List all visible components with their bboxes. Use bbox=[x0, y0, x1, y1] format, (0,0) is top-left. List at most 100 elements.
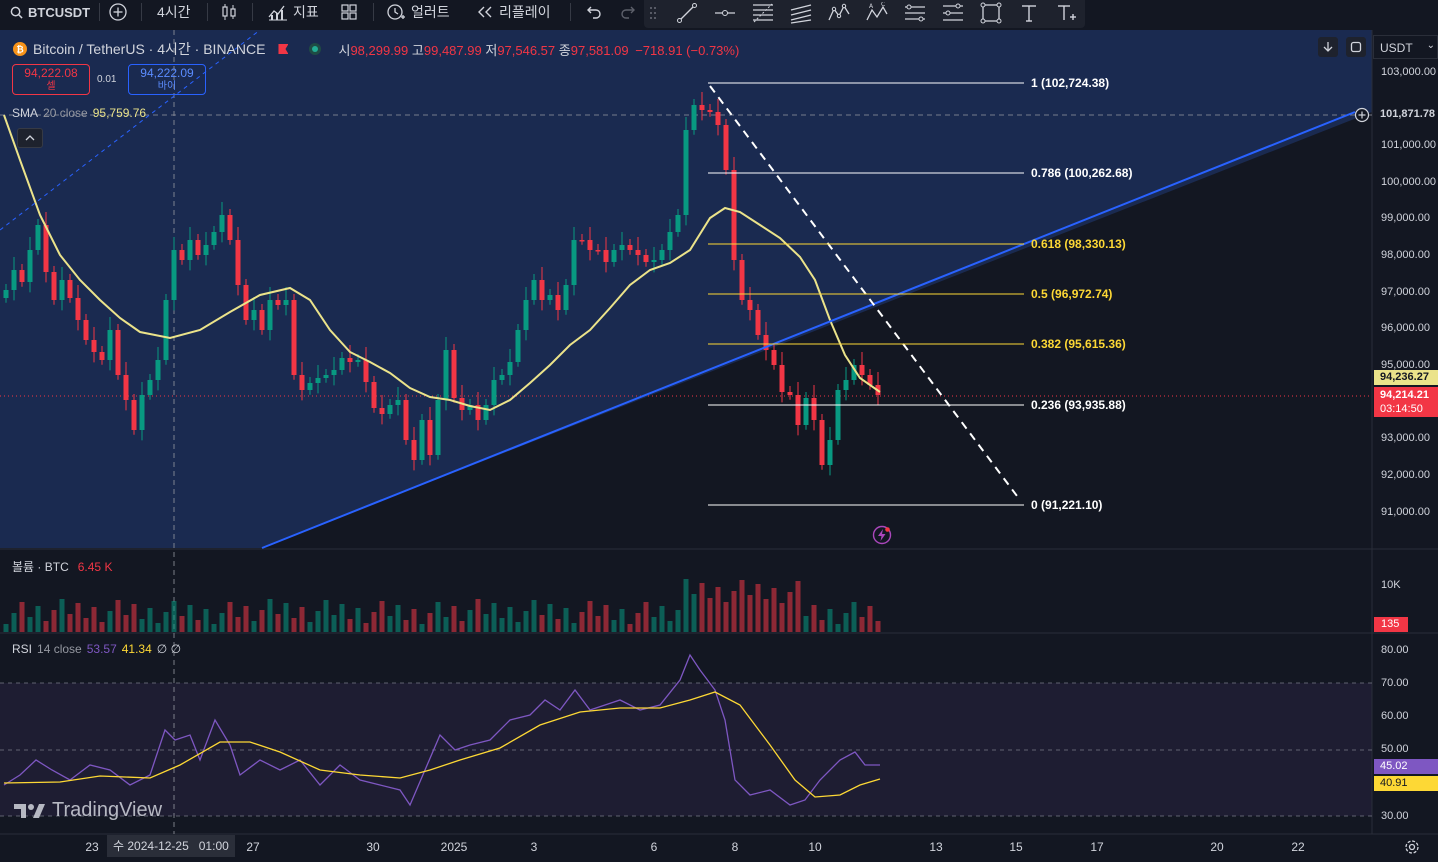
time-axis-label: 20 bbox=[1210, 840, 1224, 854]
redo-button[interactable] bbox=[620, 0, 638, 24]
candle-body bbox=[611, 250, 617, 262]
buy-button[interactable]: 94,222.09 바이 bbox=[128, 64, 206, 95]
drag-handle[interactable] bbox=[646, 2, 660, 24]
chart-type-button[interactable] bbox=[220, 0, 238, 24]
fib-price: 100,262.68 bbox=[1068, 166, 1129, 180]
price-axis-label: 92,000.00 bbox=[1381, 469, 1430, 481]
rectangle-tool[interactable] bbox=[978, 2, 1004, 24]
candle-body bbox=[683, 130, 689, 215]
open-value: 98,299.99 bbox=[350, 42, 409, 58]
time-axis-label: 27 bbox=[246, 840, 260, 854]
rectangle-icon bbox=[980, 2, 1002, 24]
volume-bar bbox=[379, 601, 385, 632]
gann-tool[interactable] bbox=[940, 2, 966, 24]
price-axis-label: 95,000.00 bbox=[1381, 359, 1430, 371]
time-axis-label: 2025 bbox=[440, 840, 468, 854]
volume-tag: 135 bbox=[1374, 617, 1408, 632]
events-button[interactable] bbox=[872, 525, 892, 545]
volume-bar bbox=[155, 623, 161, 632]
time-axis-label: 17 bbox=[1090, 840, 1104, 854]
collapse-legend-button[interactable] bbox=[17, 128, 43, 148]
rsi-tag: 45.02 bbox=[1374, 759, 1438, 774]
add-alert-button[interactable] bbox=[1352, 105, 1372, 125]
replay-button[interactable]: 리플레이 bbox=[476, 0, 551, 24]
undo-icon bbox=[587, 6, 601, 19]
undo-button[interactable] bbox=[584, 0, 602, 24]
fib-price: 91,221.10 bbox=[1045, 498, 1099, 512]
time-axis-label: 6 bbox=[650, 840, 658, 854]
refresh-icon bbox=[1350, 41, 1362, 53]
volume-bar bbox=[739, 580, 745, 632]
sma-legend[interactable]: SMA 20 close 95,759.76 bbox=[12, 106, 146, 120]
candle-body bbox=[147, 380, 153, 395]
svg-text:₿: ₿ bbox=[16, 45, 23, 56]
symbol-search-button[interactable]: BTCUSDT bbox=[10, 0, 90, 24]
volume-bar bbox=[603, 605, 609, 632]
volume-bar bbox=[51, 610, 57, 632]
pitchfork-tool[interactable] bbox=[788, 2, 814, 24]
volume-bar bbox=[91, 607, 97, 632]
flag-icon[interactable] bbox=[278, 44, 289, 54]
candle-body bbox=[779, 365, 785, 392]
candle-body bbox=[251, 310, 257, 320]
alert-button[interactable]: 얼러트 bbox=[386, 0, 450, 24]
candle-body bbox=[451, 350, 457, 398]
compare-button[interactable] bbox=[108, 0, 128, 24]
volume-bar bbox=[651, 617, 657, 632]
horizontal-ray-tool[interactable] bbox=[712, 2, 738, 24]
indicators-button[interactable]: 지표 bbox=[268, 0, 319, 24]
channel-icon bbox=[790, 4, 812, 24]
plus-circle-icon bbox=[1354, 107, 1370, 123]
candle-body bbox=[507, 362, 513, 375]
volume-bar bbox=[691, 594, 697, 632]
currency-selector[interactable]: USDT ⌄ bbox=[1373, 35, 1438, 59]
rsi-legend[interactable]: RSI 14 close 53.57 41.34 ∅ ∅ bbox=[12, 642, 181, 656]
price-label-tool[interactable] bbox=[1054, 2, 1080, 24]
volume-bar bbox=[507, 607, 513, 632]
candle-body bbox=[651, 260, 657, 262]
rsi-ma-value: 41.34 bbox=[121, 642, 152, 656]
volume-bar bbox=[323, 600, 329, 632]
trend-line-tool[interactable] bbox=[674, 2, 700, 24]
interval-button[interactable]: 4시간 bbox=[157, 0, 191, 24]
pattern-tool[interactable] bbox=[826, 2, 852, 24]
candle-body bbox=[139, 395, 145, 430]
fib-ratio: 0.786 bbox=[1031, 166, 1062, 180]
gear-icon bbox=[1405, 840, 1419, 854]
sell-button[interactable]: 94,222.08 셀 bbox=[12, 64, 90, 95]
volume-bar bbox=[275, 614, 281, 632]
fib-price: 93,935.88 bbox=[1068, 398, 1122, 412]
volume-bar bbox=[147, 608, 153, 632]
volume-bar bbox=[571, 623, 577, 632]
candle-body bbox=[435, 400, 441, 455]
last-price-tag: 94,214.21 03:14:50 bbox=[1374, 387, 1438, 417]
candle-body bbox=[43, 225, 49, 272]
projection-tool[interactable] bbox=[902, 2, 928, 24]
candle-body bbox=[75, 298, 81, 320]
candle-body bbox=[11, 270, 17, 290]
symbol-title[interactable]: Bitcoin / TetherUS · 4시간 · BINANCE bbox=[33, 41, 266, 57]
volume-bar bbox=[251, 621, 257, 632]
candle-body bbox=[195, 240, 201, 255]
templates-button[interactable] bbox=[340, 0, 358, 24]
candle-body bbox=[27, 250, 33, 282]
volume-legend[interactable]: 볼륨 · BTC 6.45 K bbox=[12, 558, 112, 575]
scroll-down-button[interactable] bbox=[1318, 37, 1338, 57]
candle-body bbox=[851, 365, 857, 380]
volume-bar bbox=[667, 621, 673, 632]
channel-fill bbox=[0, 30, 1372, 548]
candle-body bbox=[259, 310, 265, 330]
tradingview-watermark[interactable]: TradingView bbox=[14, 799, 162, 822]
text-tool[interactable] bbox=[1016, 2, 1042, 24]
candle-body bbox=[819, 420, 825, 465]
candle-body bbox=[355, 360, 361, 362]
parallel-channel-tool[interactable] bbox=[750, 2, 776, 24]
chart-settings-button[interactable] bbox=[1402, 837, 1422, 857]
fib-label: 0.5 (96,972.74) bbox=[1031, 287, 1113, 301]
sma-name: SMA bbox=[12, 106, 39, 120]
volume-bar bbox=[619, 609, 625, 632]
fullscreen-button[interactable] bbox=[1346, 37, 1366, 57]
